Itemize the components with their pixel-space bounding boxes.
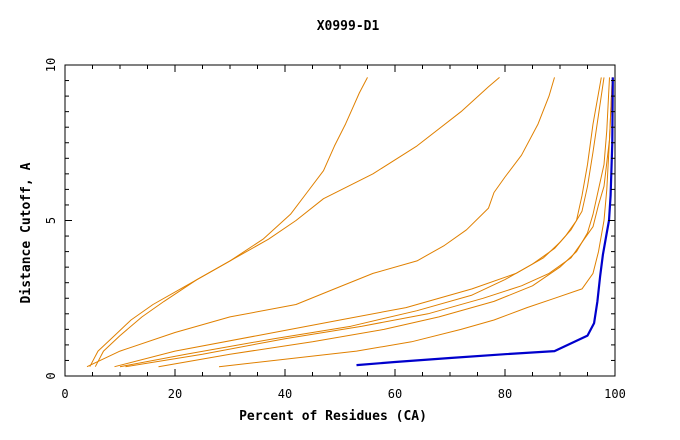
y-tick-label: 5 <box>44 217 58 224</box>
model-series-line-2 <box>94 77 500 367</box>
model-series-line-5 <box>119 77 602 368</box>
x-tick-label: 100 <box>604 387 626 401</box>
x-tick-label: 20 <box>168 387 182 401</box>
x-tick-label: 80 <box>498 387 512 401</box>
y-axis-label: Distance Cutoff, A <box>19 162 34 303</box>
y-tick-label: 10 <box>44 58 58 72</box>
highlight-series-line <box>356 77 614 367</box>
x-tick-label: 60 <box>388 387 402 401</box>
model-series-line-3 <box>86 77 555 368</box>
model-series-line-6 <box>125 77 613 368</box>
x-axis-label: Percent of Residues (CA) <box>239 409 427 424</box>
model-series-line-7 <box>158 77 610 368</box>
x-tick-label: 40 <box>278 387 292 401</box>
model-series-line-8 <box>218 77 613 368</box>
model-series-line-4 <box>114 77 605 368</box>
model-series-line-1 <box>89 77 368 367</box>
chart-title: X0999-D1 <box>317 19 380 34</box>
plot-lines <box>86 77 614 368</box>
y-tick-label: 0 <box>44 372 58 379</box>
axis-ticks: 0 20 40 60 80 100 0 5 10 <box>44 58 626 401</box>
x-tick-label: 0 <box>61 387 68 401</box>
